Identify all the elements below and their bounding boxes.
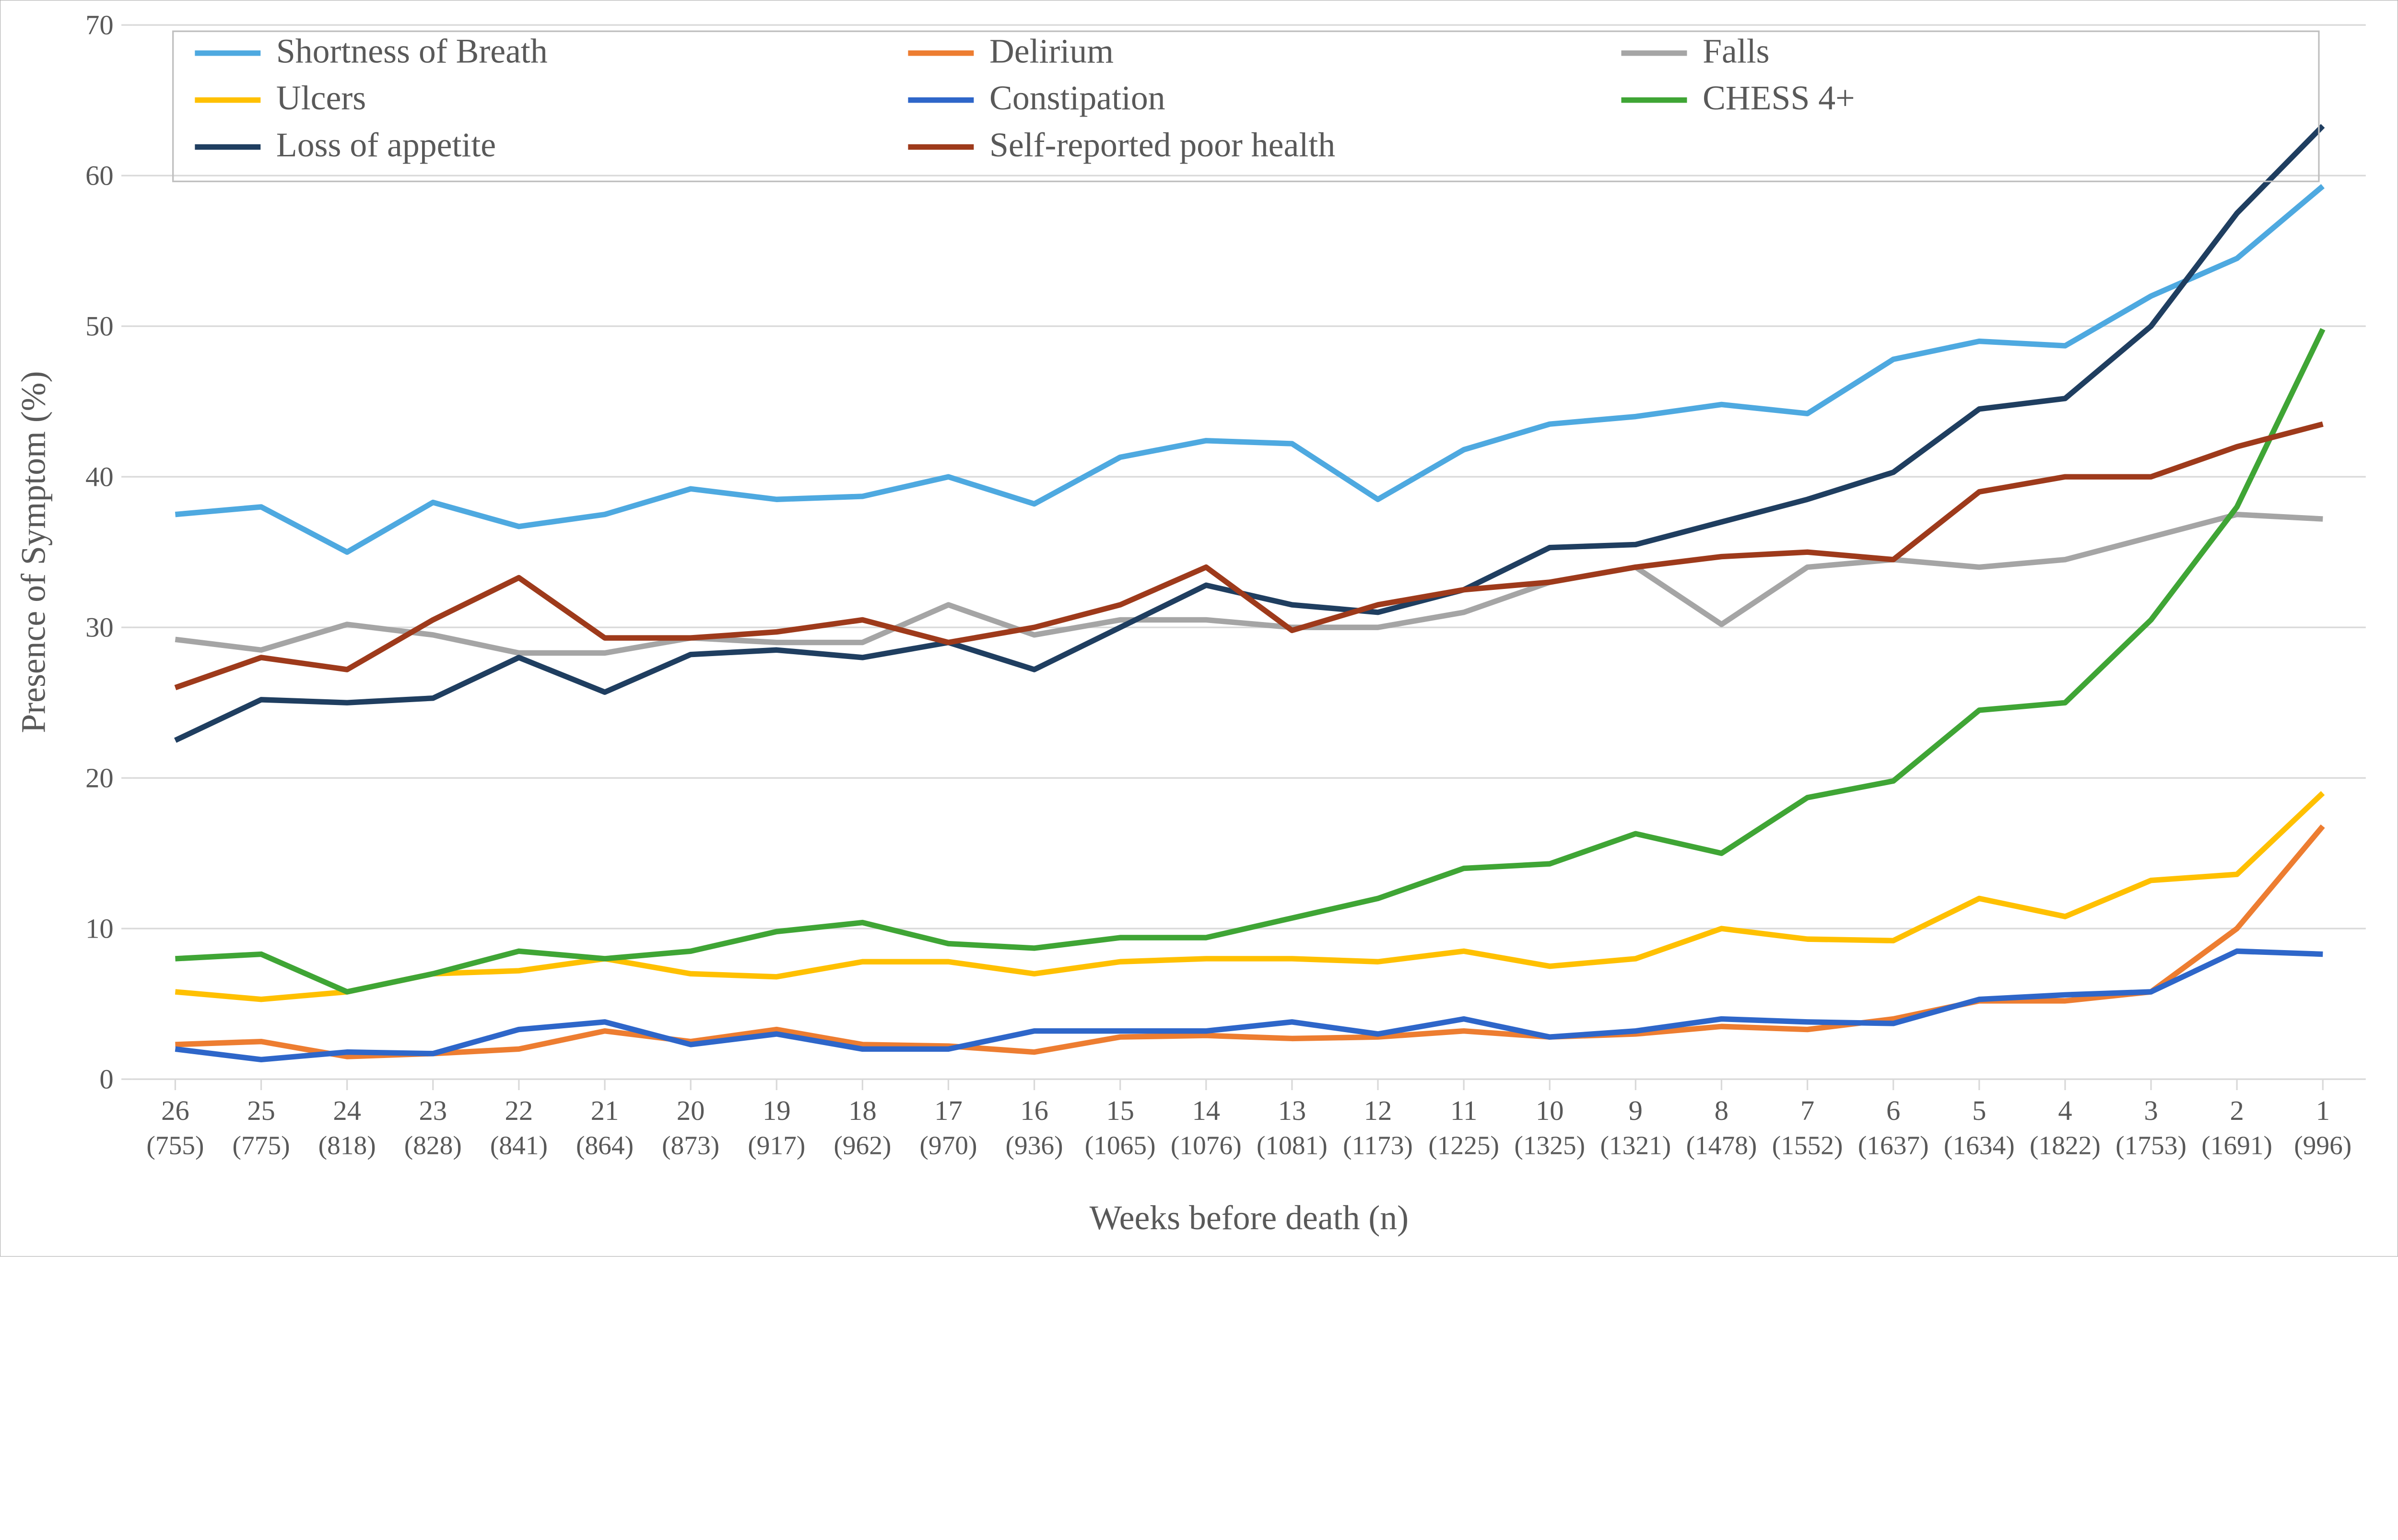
x-tick-label-week: 14 xyxy=(1192,1095,1220,1126)
legend-label-delirium: Delirium xyxy=(989,32,1114,70)
chart-container: 01020304050607026(755)25(775)24(818)23(8… xyxy=(0,0,2398,1257)
x-tick-label-n: (1065) xyxy=(1085,1131,1156,1160)
y-tick-label: 60 xyxy=(85,160,114,191)
series-constipation xyxy=(175,951,2323,1059)
legend-label-constipation: Constipation xyxy=(989,79,1165,117)
x-tick-label-n: (1552) xyxy=(1772,1131,1843,1160)
x-tick-label-n: (1691) xyxy=(2201,1131,2272,1160)
x-tick-label-n: (1081) xyxy=(1257,1131,1328,1160)
legend-label-ulcers: Ulcers xyxy=(276,79,366,117)
x-tick-label-week: 8 xyxy=(1715,1095,1728,1126)
series-falls xyxy=(175,515,2323,653)
x-tick-label-week: 6 xyxy=(1886,1095,1900,1126)
x-tick-label-n: (970) xyxy=(919,1131,977,1160)
x-tick-label-week: 23 xyxy=(419,1095,447,1126)
y-tick-label: 30 xyxy=(85,612,114,643)
series-ulcers xyxy=(175,793,2323,999)
x-tick-label-n: (1634) xyxy=(1944,1131,2015,1160)
x-tick-label-week: 19 xyxy=(763,1095,791,1126)
x-tick-label-week: 3 xyxy=(2144,1095,2158,1126)
y-tick-label: 50 xyxy=(85,311,114,342)
x-tick-label-n: (936) xyxy=(1006,1131,1063,1160)
x-tick-label-n: (996) xyxy=(2294,1131,2351,1160)
legend-label-shortness_of_breath: Shortness of Breath xyxy=(276,32,548,70)
x-axis-title: Weeks before death (n) xyxy=(1090,1199,1409,1237)
x-tick-label-week: 22 xyxy=(505,1095,533,1126)
y-tick-label: 70 xyxy=(85,10,114,41)
x-tick-label-n: (1637) xyxy=(1858,1131,1929,1160)
x-tick-label-n: (864) xyxy=(576,1131,634,1160)
x-tick-label-week: 5 xyxy=(1972,1095,1986,1126)
line-chart-svg: 01020304050607026(755)25(775)24(818)23(8… xyxy=(7,6,2391,1251)
x-tick-label-week: 1 xyxy=(2316,1095,2330,1126)
x-tick-label-week: 11 xyxy=(1450,1095,1478,1126)
y-tick-label: 40 xyxy=(85,461,114,493)
series-delirium xyxy=(175,826,2323,1057)
x-tick-label-week: 16 xyxy=(1020,1095,1048,1126)
x-tick-label-n: (873) xyxy=(662,1131,719,1160)
x-tick-label-n: (1321) xyxy=(1600,1131,1671,1160)
x-tick-label-n: (1478) xyxy=(1686,1131,1757,1160)
x-tick-label-n: (775) xyxy=(233,1131,290,1160)
x-tick-label-week: 15 xyxy=(1106,1095,1134,1126)
x-tick-label-week: 21 xyxy=(591,1095,619,1126)
x-tick-label-n: (1076) xyxy=(1171,1131,1242,1160)
x-tick-label-week: 24 xyxy=(333,1095,361,1126)
x-tick-label-n: (755) xyxy=(146,1131,204,1160)
x-tick-label-week: 7 xyxy=(1800,1095,1814,1126)
y-tick-label: 0 xyxy=(99,1064,113,1095)
y-tick-label: 20 xyxy=(85,763,114,794)
x-tick-label-n: (917) xyxy=(748,1131,805,1160)
y-tick-label: 10 xyxy=(85,913,114,944)
x-tick-label-n: (1822) xyxy=(2030,1131,2101,1160)
x-tick-label-week: 25 xyxy=(247,1095,275,1126)
legend-label-falls: Falls xyxy=(1703,32,1770,70)
x-tick-label-n: (818) xyxy=(318,1131,376,1160)
series-shortness_of_breath xyxy=(175,186,2323,552)
legend-label-self_reported_poor_health: Self-reported poor health xyxy=(989,126,1335,164)
legend-label-chess4: CHESS 4+ xyxy=(1703,79,1855,117)
x-tick-label-week: 12 xyxy=(1364,1095,1392,1126)
x-tick-label-week: 18 xyxy=(848,1095,877,1126)
x-tick-label-week: 13 xyxy=(1278,1095,1306,1126)
x-tick-label-n: (841) xyxy=(490,1131,548,1160)
x-tick-label-n: (1225) xyxy=(1428,1131,1499,1160)
x-tick-label-week: 9 xyxy=(1629,1095,1643,1126)
x-tick-label-week: 2 xyxy=(2230,1095,2244,1126)
x-tick-label-week: 4 xyxy=(2058,1095,2072,1126)
series-chess4 xyxy=(175,329,2323,992)
x-tick-label-n: (1173) xyxy=(1343,1131,1413,1160)
x-tick-label-week: 10 xyxy=(1536,1095,1564,1126)
x-tick-label-n: (1753) xyxy=(2116,1131,2186,1160)
y-axis-title: Presence of Symptom (%) xyxy=(14,371,52,733)
x-tick-label-week: 17 xyxy=(934,1095,963,1126)
x-tick-label-week: 20 xyxy=(677,1095,705,1126)
x-tick-label-n: (828) xyxy=(404,1131,462,1160)
legend-label-loss_of_appetite: Loss of appetite xyxy=(276,126,496,164)
x-tick-label-week: 26 xyxy=(161,1095,189,1126)
x-tick-label-n: (1325) xyxy=(1514,1131,1585,1160)
x-tick-label-n: (962) xyxy=(834,1131,891,1160)
